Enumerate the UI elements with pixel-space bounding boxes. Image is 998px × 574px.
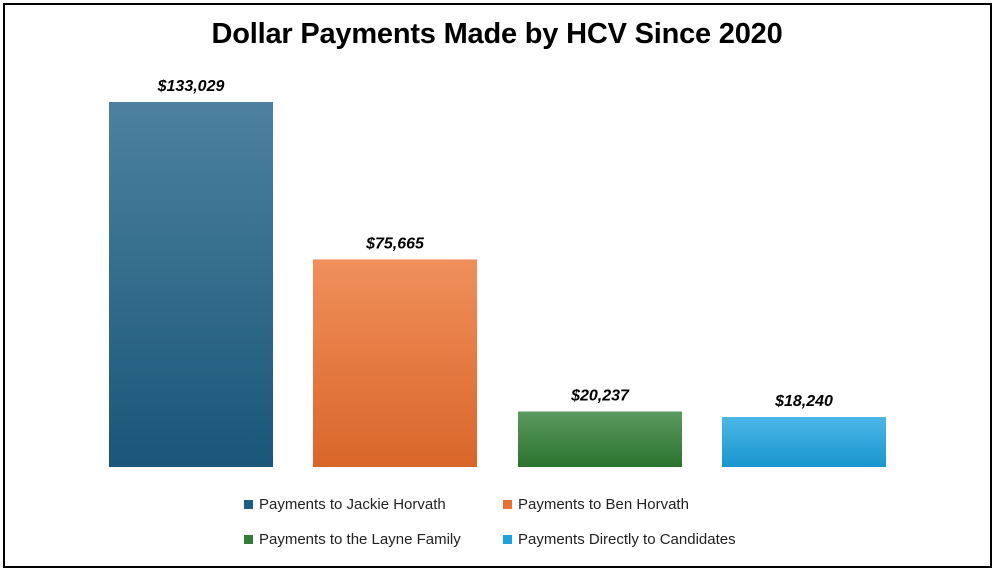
legend-item-1: Payments to Jackie Horvath bbox=[244, 496, 446, 513]
legend-label-1: Payments to Jackie Horvath bbox=[259, 496, 446, 513]
data-label-4: $18,240 bbox=[774, 393, 833, 410]
bar-2 bbox=[313, 259, 477, 467]
legend-item-2: Payments to Ben Horvath bbox=[503, 496, 689, 513]
bar-3 bbox=[518, 411, 682, 467]
data-label-2: $75,665 bbox=[365, 235, 425, 252]
bar-4 bbox=[722, 417, 886, 467]
legend-label-3: Payments to the Layne Family bbox=[259, 531, 461, 548]
legend-label-2: Payments to Ben Horvath bbox=[518, 496, 689, 513]
data-label-1: $133,029 bbox=[157, 78, 225, 95]
bar-1 bbox=[109, 102, 273, 467]
legend-item-4: Payments Directly to Candidates bbox=[503, 531, 736, 548]
legend-swatch-4 bbox=[503, 535, 512, 544]
legend-item-3: Payments to the Layne Family bbox=[244, 531, 461, 548]
legend-swatch-2 bbox=[503, 500, 512, 509]
legend-swatch-1 bbox=[244, 500, 253, 509]
bars-layer bbox=[109, 102, 886, 467]
data-labels-layer: $133,029 $75,665 $20,237 $18,240 bbox=[157, 78, 833, 410]
legend-swatch-3 bbox=[244, 535, 253, 544]
chart-title: Dollar Payments Made by HCV Since 2020 bbox=[211, 18, 783, 50]
legend-label-4: Payments Directly to Candidates bbox=[518, 531, 736, 548]
data-label-3: $20,237 bbox=[570, 388, 630, 405]
